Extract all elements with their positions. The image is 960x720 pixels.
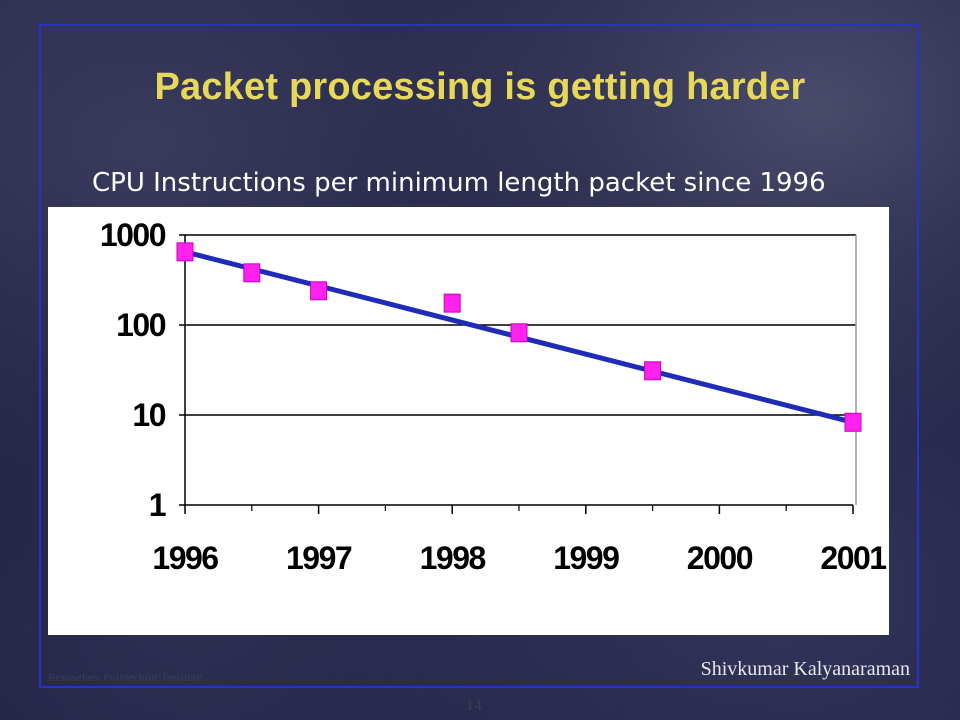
chart-panel: 1996 1997 1998 1999 2000 2001 1 10 100 1000 [48,207,889,635]
x-tick-label: 1997 [286,540,352,576]
x-tick-label: 1996 [152,540,218,576]
slide-frame [39,24,919,688]
y-tick-label: 100 [116,307,166,343]
author-name: Shivkumar Kalyanaraman [700,658,910,680]
slide-title: Packet processing is getting harder [154,66,806,108]
log-scale-chart: 1996 1997 1998 1999 2000 2001 1 10 100 1000 [100,217,888,576]
x-tick-label: 1999 [553,540,619,576]
data-point [310,281,328,301]
y-tick-label: 1000 [100,217,166,253]
page-number: 14 [466,697,482,714]
x-tick-label: 1998 [420,540,486,576]
x-tick-label: 2000 [687,540,753,576]
y-tick-label: 1 [149,487,166,523]
x-tick-label: 2001 [820,540,886,576]
data-point [176,242,194,262]
data-point [243,263,261,283]
data-point [644,361,662,381]
data-point [844,412,862,432]
institution-label: Rensselaer Polytechnic Institute [48,670,202,684]
data-point [510,323,528,343]
chart-subtitle: CPU Instructions per minimum length pack… [92,168,826,198]
y-tick-label: 10 [132,397,165,433]
data-point [443,293,461,313]
